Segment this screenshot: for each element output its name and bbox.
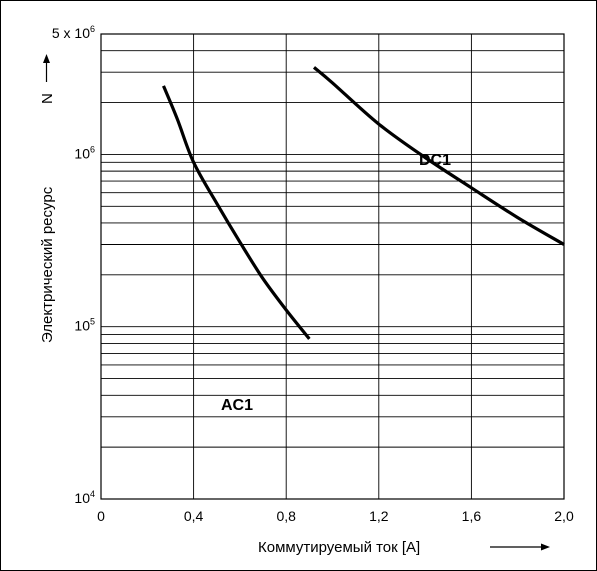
x-tick-label: 1,2 [369, 508, 389, 524]
y-axis-label: Электрический ресурс [39, 186, 56, 343]
grid-lines [101, 34, 564, 499]
series-line-ac1 [162, 85, 311, 340]
x-axis-label: Коммутируемый ток [A] [258, 539, 420, 556]
y-tick-label: 105 [74, 317, 95, 334]
x-tick-labels: 0 0,4 0,8 1,2 1,6 2,0 [97, 508, 574, 524]
series-label-ac1: AC1 [221, 397, 253, 414]
series-label-dc1: DC1 [419, 152, 451, 169]
y-tick-label: 5 x 106 [52, 24, 95, 41]
x-tick-label: 0,4 [184, 508, 204, 524]
x-axis-arrowhead-icon [541, 543, 550, 551]
x-tick-label: 0,8 [276, 508, 296, 524]
y-axis-symbol: N [39, 93, 56, 104]
plot-area-border [100, 33, 565, 500]
series-line-dc1 [312, 66, 565, 246]
x-tick-label: 1,6 [462, 508, 482, 524]
y-tick-labels: 104 105 106 5 x 106 [52, 24, 95, 506]
y-tick-label: 104 [74, 489, 95, 506]
x-tick-label: 0 [97, 508, 105, 524]
y-tick-label: 106 [74, 144, 95, 161]
series-curves: AC1 DC1 [162, 66, 565, 414]
y-axis-arrowhead-icon [43, 54, 50, 63]
x-tick-label: 2,0 [554, 508, 574, 524]
